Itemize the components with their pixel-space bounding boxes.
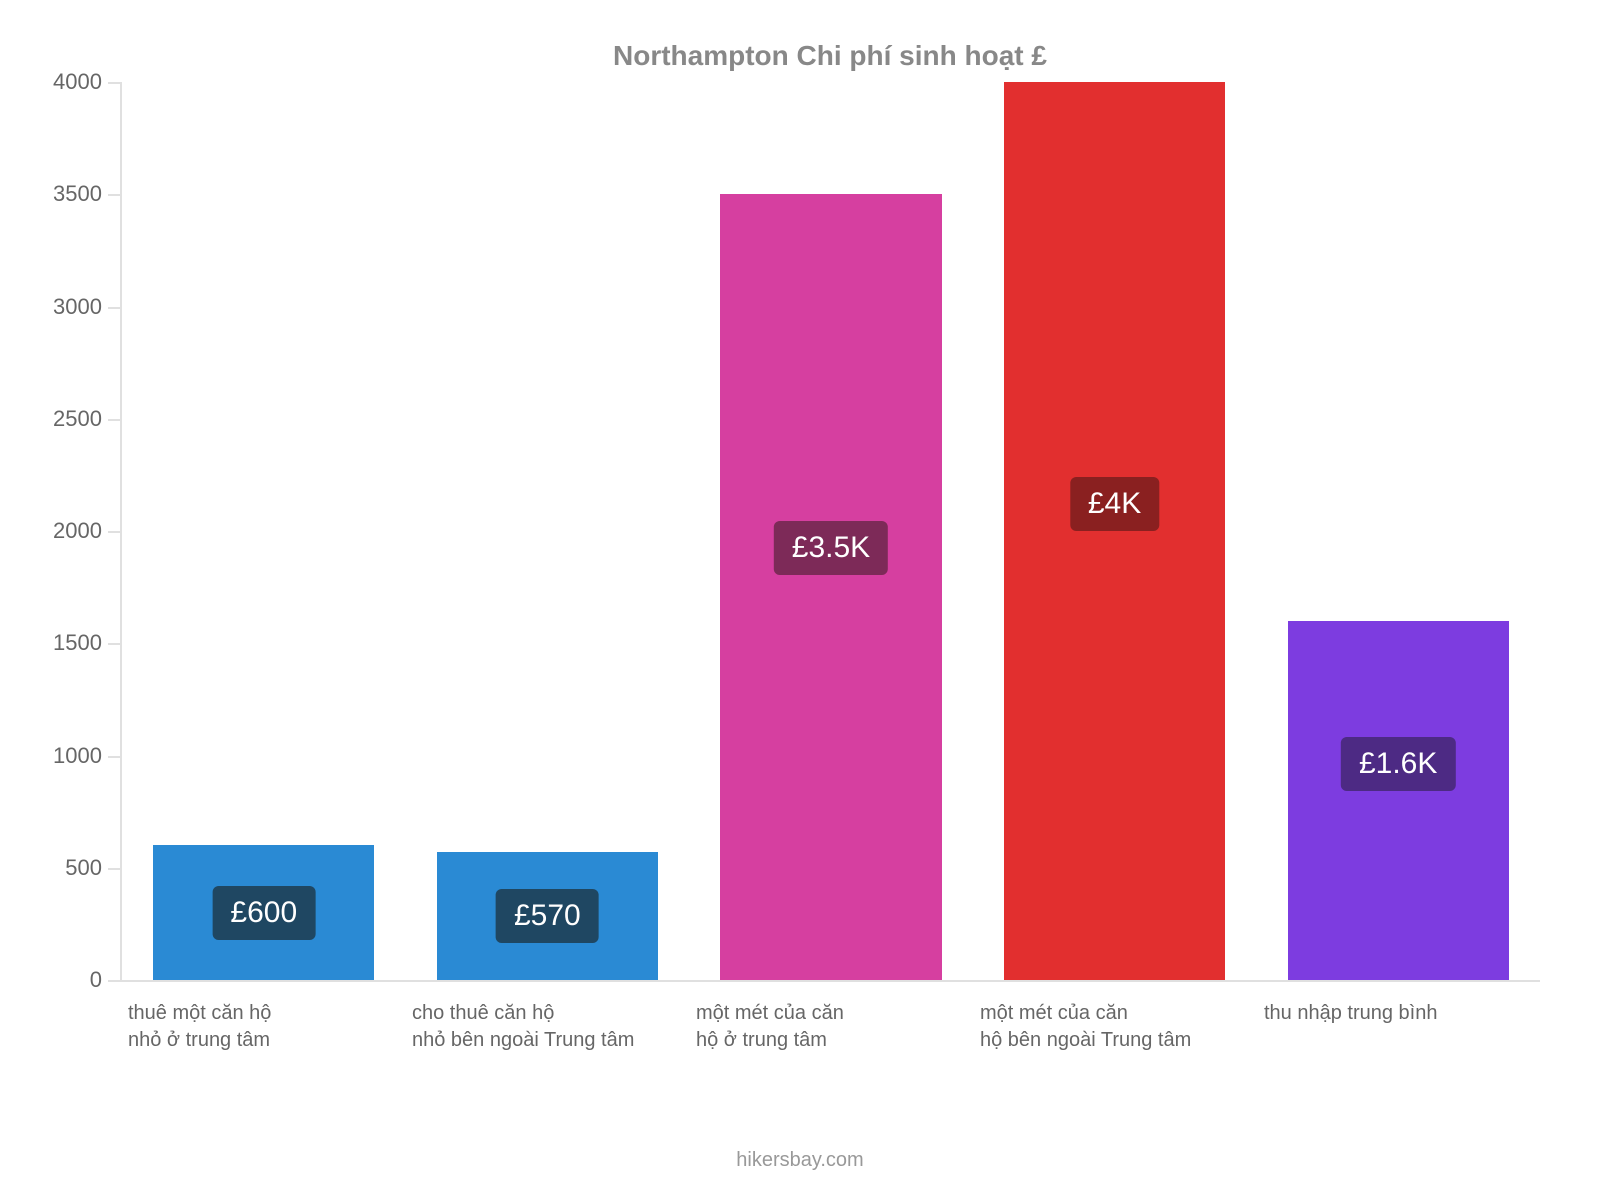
x-axis-label-line: một mét của căn [696,1000,954,1027]
bar: £4K [1004,82,1225,980]
y-tick [108,643,122,645]
y-tick-label: 2500 [32,406,102,432]
y-tick [108,194,122,196]
x-axis-label: thu nhập trung bình [1256,1000,1540,1054]
bars-group: £600 £570 £3.5K £4K £1.6K [122,82,1540,980]
x-axis-label-line: nhỏ bên ngoài Trung tâm [412,1027,670,1054]
bar-slot: £600 [122,82,406,980]
bar: £1.6K [1288,621,1509,980]
value-badge: £3.5K [774,521,888,575]
x-axis-label-line: hộ ở trung tâm [696,1027,954,1054]
x-axis-labels: thuê một căn hộnhỏ ở trung tâmcho thuê c… [120,1000,1540,1054]
y-tick-label: 500 [32,855,102,881]
x-axis-label: một mét của cănhộ bên ngoài Trung tâm [972,1000,1256,1054]
bar: £570 [437,852,658,980]
x-axis-label: một mét của cănhộ ở trung tâm [688,1000,972,1054]
y-tick [108,307,122,309]
bar: £3.5K [720,194,941,980]
y-tick-label: 2000 [32,518,102,544]
value-badge: £1.6K [1341,737,1455,791]
x-axis-label-line: thu nhập trung bình [1264,1000,1522,1027]
chart-footer: hikersbay.com [0,1149,1600,1172]
x-axis-label-line: hộ bên ngoài Trung tâm [980,1027,1238,1054]
y-tick-label: 3500 [32,181,102,207]
x-axis-label: cho thuê căn hộnhỏ bên ngoài Trung tâm [404,1000,688,1054]
y-tick [108,419,122,421]
y-tick [108,756,122,758]
bar: £600 [153,845,374,980]
y-tick [108,82,122,84]
value-badge: £4K [1070,477,1159,531]
x-axis-label-line: thuê một căn hộ [128,1000,386,1027]
value-badge: £570 [496,889,599,943]
x-axis-label: thuê một căn hộnhỏ ở trung tâm [120,1000,404,1054]
bar-slot: £3.5K [689,82,973,980]
x-axis-label-line: cho thuê căn hộ [412,1000,670,1027]
y-tick-label: 1000 [32,743,102,769]
y-tick [108,868,122,870]
bar-slot: £570 [406,82,690,980]
y-tick-label: 4000 [32,69,102,95]
value-badge: £600 [212,886,315,940]
y-tick-label: 1500 [32,630,102,656]
chart-container: Northampton Chi phí sinh hoạt £ £600 £570… [0,0,1600,1200]
y-tick-label: 3000 [32,294,102,320]
y-tick [108,980,122,982]
y-tick [108,531,122,533]
bar-slot: £1.6K [1256,82,1540,980]
x-axis-label-line: một mét của căn [980,1000,1238,1027]
bar-slot: £4K [973,82,1257,980]
x-axis-label-line: nhỏ ở trung tâm [128,1027,386,1054]
plot-area: £600£570£3.5K£4K£1.6K 050010001500200025… [120,82,1540,982]
y-tick-label: 0 [32,967,102,993]
chart-title: Northampton Chi phí sinh hoạt £ [120,40,1540,72]
